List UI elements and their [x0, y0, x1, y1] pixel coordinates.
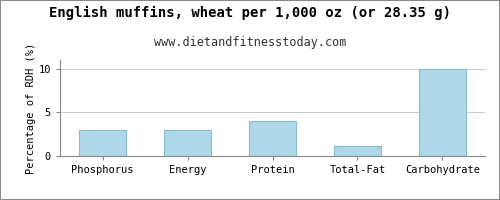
Bar [164, 130, 211, 156]
Text: English muffins, wheat per 1,000 oz (or 28.35 g): English muffins, wheat per 1,000 oz (or … [49, 6, 451, 20]
Bar [80, 130, 126, 156]
Y-axis label: Percentage of RDH (%): Percentage of RDH (%) [26, 42, 36, 174]
Bar [419, 69, 466, 156]
Text: www.dietandfitnesstoday.com: www.dietandfitnesstoday.com [154, 36, 346, 49]
Bar [249, 121, 296, 156]
Bar [334, 146, 381, 156]
